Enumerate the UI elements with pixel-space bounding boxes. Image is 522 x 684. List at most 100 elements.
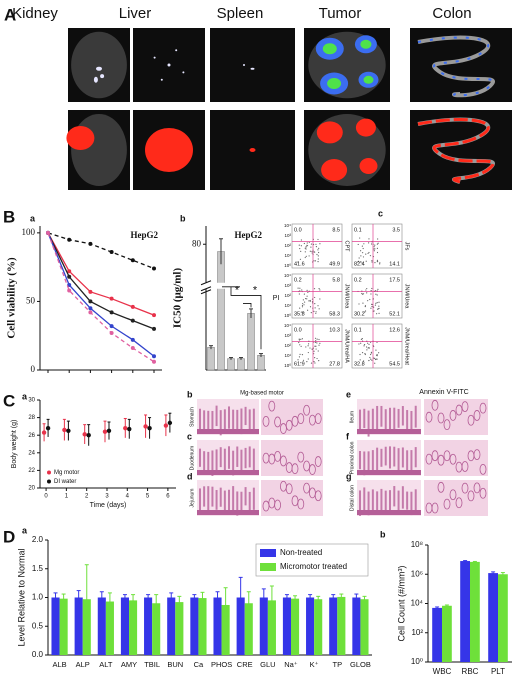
point xyxy=(88,241,93,246)
flow-x-label: Annexin V-FITC xyxy=(419,389,468,396)
flow-event xyxy=(378,305,380,307)
histology-villus xyxy=(376,447,379,472)
flow-event xyxy=(358,257,360,259)
bar xyxy=(432,607,442,662)
flow-frame xyxy=(351,323,403,369)
histology-villus xyxy=(363,451,366,476)
histology-cell xyxy=(285,419,293,431)
flow-event xyxy=(317,249,319,251)
legend-label: DI water xyxy=(54,479,76,485)
flow-event xyxy=(314,296,316,299)
signal-core xyxy=(327,78,342,89)
bar xyxy=(120,597,129,655)
panel-label: A xyxy=(4,5,16,24)
y-tick-label: 50 xyxy=(26,295,36,305)
flow-event xyxy=(375,302,377,304)
histology-cell xyxy=(431,450,439,462)
flow-event xyxy=(317,255,319,257)
bar xyxy=(74,597,83,655)
histology-villus xyxy=(207,410,210,432)
flow-event xyxy=(307,358,309,360)
flow-event xyxy=(314,303,316,305)
histology-cell xyxy=(297,498,305,510)
histology-villus xyxy=(244,406,247,426)
signal xyxy=(355,118,376,137)
flow-event xyxy=(299,307,301,309)
flow-frame xyxy=(291,223,343,269)
flow-tick: 10³ xyxy=(284,233,291,238)
y-axis-label: Level Relative to Normal xyxy=(16,548,26,646)
point xyxy=(130,337,135,342)
quadrant-value: 3.5 xyxy=(392,227,400,233)
flow-event xyxy=(374,261,376,264)
histology-cell xyxy=(479,463,487,475)
histology-villus xyxy=(414,405,417,428)
flow-event xyxy=(298,244,300,246)
flow-event xyxy=(301,338,303,340)
histology-villus xyxy=(371,408,374,433)
flow-event xyxy=(374,248,376,250)
quadrant-value: 0.0 xyxy=(294,227,302,233)
point xyxy=(109,310,114,315)
x-tick-label: AMY xyxy=(121,660,137,669)
flow-tick: 10² xyxy=(284,293,291,298)
flow-event xyxy=(310,311,312,314)
flow-event xyxy=(314,357,316,359)
flow-event xyxy=(311,252,313,254)
x-axis-label: Time (days) xyxy=(90,502,127,509)
x-tick-label: ALP xyxy=(76,660,90,669)
bar xyxy=(259,597,268,655)
flow-label: JNM/Urea xyxy=(404,284,410,310)
flow-event xyxy=(298,339,301,341)
histology-villus xyxy=(203,410,206,433)
signal xyxy=(182,71,185,74)
point xyxy=(152,266,156,271)
flow-tick: 10⁰ xyxy=(284,363,291,368)
flow-event xyxy=(373,345,375,348)
quadrant-value: 0.2 xyxy=(294,277,302,283)
flow-event xyxy=(362,247,364,250)
bar xyxy=(213,597,222,655)
point xyxy=(109,250,114,255)
flow-event xyxy=(358,343,360,345)
flow-event xyxy=(315,311,317,313)
organ-title: Liver xyxy=(119,5,152,22)
flow-event xyxy=(301,289,303,291)
flow-event xyxy=(367,342,369,344)
bar xyxy=(152,603,161,655)
histology-band xyxy=(357,510,421,515)
histology-cell xyxy=(437,454,445,466)
histology-villus xyxy=(414,447,417,468)
histology-cell xyxy=(431,502,439,514)
flow-event xyxy=(306,298,308,300)
flow-event xyxy=(315,345,317,347)
signal xyxy=(93,76,98,83)
legend-swatch xyxy=(260,563,276,571)
legend-label: Micromotor treated xyxy=(280,562,347,571)
flow-event xyxy=(307,291,309,293)
histology-cell xyxy=(431,399,439,411)
flow-event xyxy=(364,311,366,313)
point xyxy=(130,318,135,323)
histology-villus xyxy=(401,406,404,426)
flow-event xyxy=(374,244,376,246)
flow-event xyxy=(298,338,300,340)
histology-villus xyxy=(236,409,239,434)
flow-event xyxy=(365,260,367,262)
histology-cell xyxy=(473,482,481,494)
flow-event xyxy=(304,247,306,249)
histology-villus xyxy=(219,410,222,436)
flow-event xyxy=(314,307,316,309)
x-tick-label: 4 xyxy=(126,494,130,500)
bar xyxy=(198,598,207,655)
sub-label: c xyxy=(187,431,192,441)
point xyxy=(152,354,156,359)
histology-cell xyxy=(262,415,270,427)
histology-villus xyxy=(215,449,218,473)
histology-villus xyxy=(401,486,404,509)
histology-cell xyxy=(449,453,457,465)
point xyxy=(86,433,91,438)
flow-event xyxy=(297,261,299,263)
quadrant-value: 54.5 xyxy=(389,361,400,367)
